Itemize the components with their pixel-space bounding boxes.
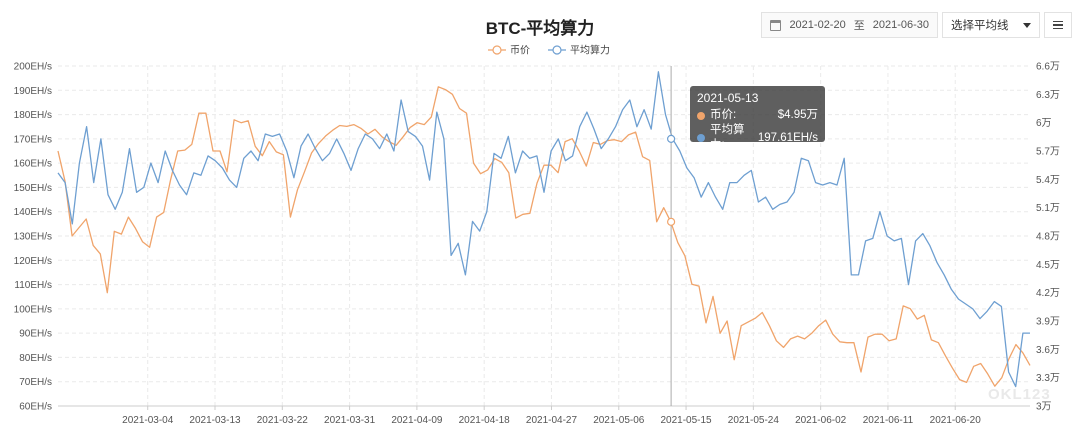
y-right-tick-label: 5.4万 <box>1036 175 1060 186</box>
y-axis-left: 60EH/s 70EH/s 80EH/s 90EH/s 100EH/s 110EH/s 12… <box>14 62 52 413</box>
chart-grid <box>58 65 1030 407</box>
y-left-tick-label: 70EH/s <box>19 377 52 388</box>
x-tick-label: 2021-04-09 <box>391 415 443 426</box>
x-tick-label: 2021-06-11 <box>863 415 914 426</box>
y-left-tick-label: 60EH/s <box>19 402 52 413</box>
y-right-tick-label: 6.6万 <box>1036 62 1060 73</box>
y-left-tick-label: 180EH/s <box>14 110 52 121</box>
y-left-tick-label: 140EH/s <box>14 207 52 218</box>
y-right-tick-label: 3万 <box>1036 402 1052 413</box>
y-right-tick-label: 3.9万 <box>1036 317 1060 328</box>
x-tick-label: 2021-06-20 <box>930 415 982 426</box>
chart-tooltip: 2021-05-13 币价: $4.95万 平均算力: 197.61EH/s <box>690 86 825 151</box>
x-axis: 2021-03-04 2021-03-13 2021-03-22 2021-03-31… <box>58 405 1030 426</box>
y-left-tick-label: 150EH/s <box>14 183 52 194</box>
y-right-tick-label: 3.6万 <box>1036 345 1060 356</box>
date-end[interactable]: 2021-06-30 <box>872 19 929 31</box>
y-right-tick-label: 6万 <box>1036 118 1052 129</box>
price-series-line <box>57 86 1031 387</box>
y-axis-right: 3万 3.3万 3.6万 3.9万 4.2万 4.5万 4.8万 5.1万 5.4万 5.7万 6万… <box>1036 62 1060 413</box>
y-left-tick-label: 130EH/s <box>14 232 52 243</box>
price-highlight-point <box>667 217 676 226</box>
x-tick-label: 2021-05-24 <box>728 415 780 426</box>
toolbar: 2021-02-20 至 2021-06-30 选择平均线 <box>761 12 1072 38</box>
x-tick-label: 2021-05-15 <box>660 415 712 426</box>
x-tick-label: 2021-04-27 <box>526 415 578 426</box>
y-left-tick-label: 90EH/s <box>19 329 52 340</box>
tooltip-price-value: $4.95万 <box>777 109 818 121</box>
y-right-tick-label: 5.7万 <box>1036 147 1060 158</box>
y-right-tick-label: 4.5万 <box>1036 260 1060 271</box>
y-left-tick-label: 170EH/s <box>14 134 52 145</box>
chart-legend[interactable]: 币价 平均算力 <box>488 44 610 57</box>
y-right-tick-label: 4.2万 <box>1036 288 1060 299</box>
tooltip-hash-value: 197.61EH/s <box>757 131 818 144</box>
watermark-logo: OKL123 <box>988 386 1051 403</box>
x-tick-label: 2021-06-02 <box>795 415 847 426</box>
y-left-tick-label: 200EH/s <box>14 62 52 73</box>
moving-average-select[interactable]: 选择平均线 <box>942 12 1040 38</box>
hashrate-highlight-point <box>667 134 676 143</box>
tooltip-date: 2021-05-13 <box>697 91 759 105</box>
y-right-tick-label: 3.3万 <box>1036 373 1060 384</box>
date-separator: 至 <box>853 20 865 32</box>
chart-series <box>57 71 1031 388</box>
hamburger-menu-icon <box>1053 20 1063 23</box>
chart-menu-button[interactable] <box>1044 12 1072 38</box>
date-start[interactable]: 2021-02-20 <box>789 19 846 31</box>
x-tick-label: 2021-03-22 <box>257 415 309 426</box>
y-left-tick-label: 160EH/s <box>14 159 52 170</box>
chart-title: BTC-平均算力 <box>485 19 595 38</box>
y-left-tick-label: 120EH/s <box>14 256 52 267</box>
y-left-tick-label: 80EH/s <box>19 353 52 364</box>
y-right-tick-label: 6.3万 <box>1036 90 1060 101</box>
x-tick-label: 2021-03-31 <box>324 415 376 426</box>
x-tick-label: 2021-03-04 <box>122 415 174 426</box>
legend-label: 平均算力 <box>570 44 610 57</box>
x-tick-label: 2021-04-18 <box>459 415 511 426</box>
hashrate-series-line <box>57 71 1030 388</box>
tooltip-price-label: 币价: <box>710 109 737 121</box>
ma-select-label: 选择平均线 <box>951 20 1009 32</box>
y-left-tick-label: 100EH/s <box>14 304 52 315</box>
x-tick-label: 2021-05-06 <box>593 415 645 426</box>
legend-marker <box>492 45 502 55</box>
chevron-down-icon <box>1023 22 1031 28</box>
tooltip-hash-dot <box>697 134 705 142</box>
x-tick-label: 2021-03-13 <box>189 415 241 426</box>
tooltip-price-dot <box>697 111 705 120</box>
y-right-tick-label: 4.8万 <box>1036 232 1060 243</box>
calendar-icon <box>770 19 782 31</box>
crosshair <box>667 66 676 406</box>
tooltip-hash-label: 平均算力: <box>710 124 745 151</box>
y-left-tick-label: 110EH/s <box>14 280 52 291</box>
y-right-tick-label: 5.1万 <box>1036 203 1060 214</box>
y-left-tick-label: 190EH/s <box>14 86 52 97</box>
legend-marker <box>552 45 562 55</box>
date-range-picker[interactable]: 2021-02-20 至 2021-06-30 <box>761 12 938 38</box>
legend-label: 币价 <box>510 45 530 57</box>
